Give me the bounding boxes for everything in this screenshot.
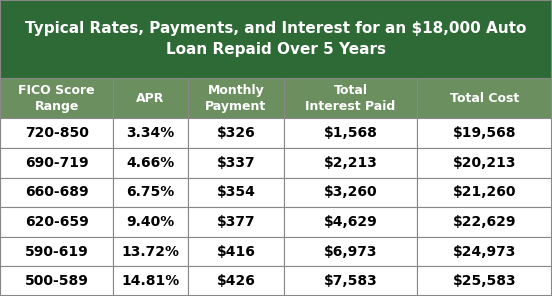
Bar [284, 118, 417, 148]
Text: $354: $354 [216, 185, 256, 200]
Text: $326: $326 [216, 126, 256, 140]
Bar [113, 148, 188, 178]
Text: $19,568: $19,568 [453, 126, 516, 140]
Text: 6.75%: 6.75% [126, 185, 174, 200]
Bar [0, 118, 113, 148]
Text: $2,213: $2,213 [323, 156, 378, 170]
Bar [188, 118, 284, 148]
Bar [417, 178, 552, 207]
Bar [284, 237, 417, 266]
Bar [113, 266, 188, 296]
Bar [417, 78, 552, 118]
Text: 720-850: 720-850 [25, 126, 88, 140]
Text: APR: APR [136, 92, 164, 105]
Bar [188, 237, 284, 266]
Bar [0, 266, 113, 296]
Text: 9.40%: 9.40% [126, 215, 174, 229]
Text: FICO Score
Range: FICO Score Range [18, 84, 95, 113]
Bar [188, 78, 284, 118]
Text: $24,973: $24,973 [453, 244, 516, 259]
Text: $22,629: $22,629 [453, 215, 516, 229]
Text: $377: $377 [217, 215, 255, 229]
Bar [284, 78, 417, 118]
Bar [0, 237, 113, 266]
Bar [0, 148, 113, 178]
Text: Monthly
Payment: Monthly Payment [205, 84, 267, 113]
Text: $6,973: $6,973 [324, 244, 377, 259]
Bar [113, 118, 188, 148]
Text: $21,260: $21,260 [453, 185, 516, 200]
Text: 14.81%: 14.81% [121, 274, 179, 288]
Bar [284, 148, 417, 178]
Text: 3.34%: 3.34% [126, 126, 174, 140]
Bar [0, 207, 113, 237]
Bar [113, 237, 188, 266]
Text: $426: $426 [216, 274, 256, 288]
Bar [284, 266, 417, 296]
Bar [417, 237, 552, 266]
Bar [0, 178, 113, 207]
Bar [417, 266, 552, 296]
Text: $416: $416 [216, 244, 256, 259]
Bar [284, 178, 417, 207]
Bar [417, 118, 552, 148]
Text: 590-619: 590-619 [25, 244, 88, 259]
Bar [0, 78, 113, 118]
Bar [113, 207, 188, 237]
Text: $25,583: $25,583 [453, 274, 516, 288]
Text: $20,213: $20,213 [453, 156, 516, 170]
Bar [113, 78, 188, 118]
Text: $4,629: $4,629 [323, 215, 378, 229]
Bar [284, 207, 417, 237]
Text: $3,260: $3,260 [323, 185, 378, 200]
Text: $1,568: $1,568 [323, 126, 378, 140]
Text: 13.72%: 13.72% [121, 244, 179, 259]
Text: $7,583: $7,583 [323, 274, 378, 288]
Text: $337: $337 [217, 156, 255, 170]
Bar [417, 207, 552, 237]
Text: 620-659: 620-659 [25, 215, 88, 229]
Text: 4.66%: 4.66% [126, 156, 174, 170]
Bar [188, 207, 284, 237]
Bar [188, 178, 284, 207]
Text: 500-589: 500-589 [25, 274, 88, 288]
Bar [188, 266, 284, 296]
Text: Total
Interest Paid: Total Interest Paid [305, 84, 396, 113]
Bar [113, 178, 188, 207]
Bar [188, 148, 284, 178]
Text: Typical Rates, Payments, and Interest for an $18,000 Auto
Loan Repaid Over 5 Yea: Typical Rates, Payments, and Interest fo… [25, 21, 527, 57]
Text: 660-689: 660-689 [25, 185, 88, 200]
Text: 690-719: 690-719 [25, 156, 88, 170]
Bar [0, 0, 552, 78]
Text: Total Cost: Total Cost [450, 92, 519, 105]
Bar [417, 148, 552, 178]
